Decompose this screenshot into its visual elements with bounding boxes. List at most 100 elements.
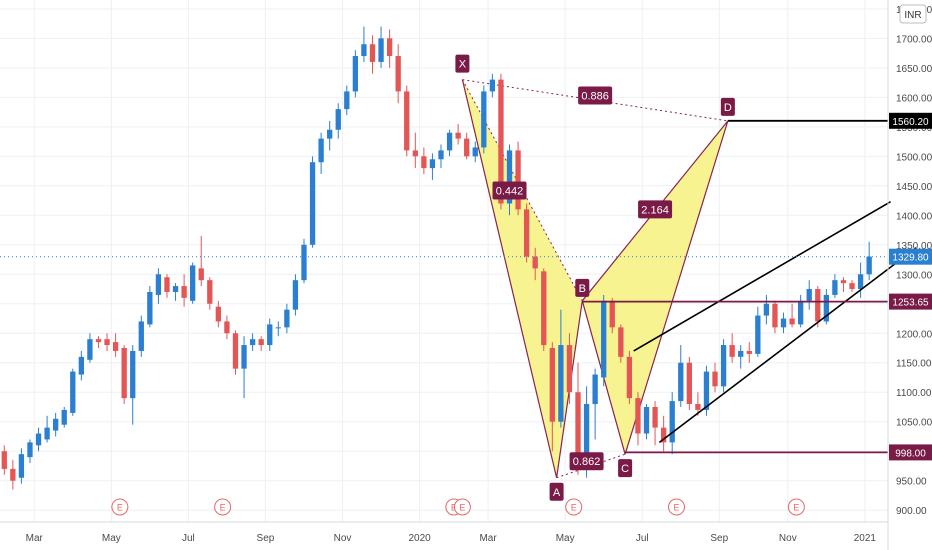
- candle-body: [412, 150, 418, 157]
- candle-body: [806, 289, 812, 301]
- point-label-A: A: [553, 487, 561, 499]
- candle-body: [695, 404, 701, 410]
- price-axis[interactable]: 1750.001700.001650.001600.001550.001500.…: [887, 0, 932, 550]
- candle-body: [464, 138, 470, 157]
- candle-body: [823, 294, 829, 322]
- earnings-marker-label: E: [673, 503, 679, 513]
- candle-body: [224, 321, 230, 334]
- ratio-badge: [578, 86, 613, 105]
- candle-body: [215, 306, 222, 322]
- candle-body: [249, 339, 256, 346]
- point-label-D: D: [724, 102, 732, 114]
- candle-body: [712, 371, 718, 387]
- currency-label: INR: [904, 10, 921, 21]
- point-badge-B: [575, 278, 590, 297]
- candle-body: [421, 156, 427, 169]
- earnings-marker-label: E: [451, 503, 457, 513]
- x-tick-label: Nov: [779, 533, 797, 544]
- candle-body: [446, 132, 453, 151]
- candle-body: [455, 132, 461, 139]
- trend-drawings: [0, 119, 917, 454]
- candle-body: [361, 44, 367, 57]
- candle-body: [386, 38, 393, 57]
- candle-body: [729, 345, 735, 357]
- earnings-marker-label: E: [459, 503, 465, 513]
- candle-body: [275, 327, 281, 329]
- earnings-marker: [453, 498, 471, 516]
- candle-body: [549, 348, 555, 422]
- time-axis[interactable]: Mar May Jul Sep Nov 2020 Mar May Jul Sep Nov 2021: [0, 521, 888, 544]
- earnings-marker-label: E: [571, 503, 577, 513]
- candle-body: [53, 418, 59, 431]
- candle-body: [558, 345, 564, 422]
- x-tick-label: Sep: [710, 533, 728, 544]
- candle-body: [746, 350, 752, 354]
- point-badge-D: [720, 97, 735, 116]
- candle-body: [87, 339, 93, 360]
- candle-body: [284, 309, 290, 328]
- earnings-marker: [111, 498, 129, 516]
- y-tick-label: 1150.00: [896, 359, 932, 370]
- last-price-badge: [889, 248, 932, 265]
- candle-body: [763, 303, 770, 316]
- candle-body: [618, 327, 624, 357]
- candle-body: [258, 339, 264, 346]
- candle-body: [327, 129, 333, 139]
- candle-body: [301, 244, 307, 281]
- candle-body: [515, 150, 521, 210]
- candle-body: [130, 350, 136, 399]
- candle-body: [318, 138, 324, 163]
- candle-body: [61, 409, 67, 425]
- channel-line: [633, 201, 891, 352]
- candle-body: [626, 356, 633, 399]
- earnings-marker-label: E: [117, 503, 123, 513]
- currency-badge: [899, 4, 927, 24]
- y-tick-label: 1600.00: [896, 93, 932, 104]
- ratio-badge: [569, 452, 604, 471]
- candle-body: [95, 339, 102, 343]
- candle-body: [832, 280, 838, 295]
- earnings-marker-label: E: [220, 503, 226, 513]
- candle-body: [857, 274, 864, 290]
- candlestick-series: [1, 26, 872, 490]
- candle-body: [592, 374, 598, 405]
- candle-body: [181, 286, 187, 298]
- ratio-label: 0.442: [496, 186, 524, 198]
- candle-body: [678, 362, 684, 402]
- candle-body: [686, 362, 692, 405]
- x-tick-label: Sep: [257, 533, 275, 544]
- pattern-leg-XA: [461, 79, 558, 478]
- earnings-marker: [565, 498, 583, 516]
- y-tick-label: 1650.00: [896, 64, 932, 75]
- candle-body: [575, 392, 581, 469]
- candle-body: [78, 356, 85, 375]
- candle-body: [27, 442, 33, 458]
- candle-body: [44, 427, 50, 440]
- x-tick-label: 2021: [854, 533, 877, 544]
- y-tick-label: 1300.00: [896, 270, 932, 281]
- candle-body: [652, 406, 658, 428]
- earnings-marker: [667, 498, 685, 516]
- candle-body: [207, 280, 213, 304]
- candle-body: [198, 268, 204, 281]
- candle-body: [404, 91, 410, 151]
- pattern-labels: X A B C D 0.442 2.164 0.886 0.862: [455, 54, 735, 501]
- earnings-marker: [214, 498, 232, 516]
- point-badge-X: [455, 54, 470, 73]
- candle-body: [566, 345, 573, 393]
- candle-body: [369, 44, 376, 62]
- pattern-leg-CD: [624, 120, 729, 455]
- candle-body: [10, 468, 16, 481]
- candle-body: [104, 339, 110, 346]
- candle-body: [523, 209, 530, 257]
- price-level-label: 1253.65: [892, 298, 929, 309]
- x-tick-label: Nov: [334, 533, 352, 544]
- candle-body: [703, 371, 710, 410]
- candle-body: [267, 324, 273, 346]
- candle-body: [395, 56, 401, 92]
- candle-body: [720, 345, 727, 387]
- candle-body: [309, 162, 316, 245]
- point-label-B: B: [579, 283, 586, 295]
- candle-body: [138, 321, 144, 351]
